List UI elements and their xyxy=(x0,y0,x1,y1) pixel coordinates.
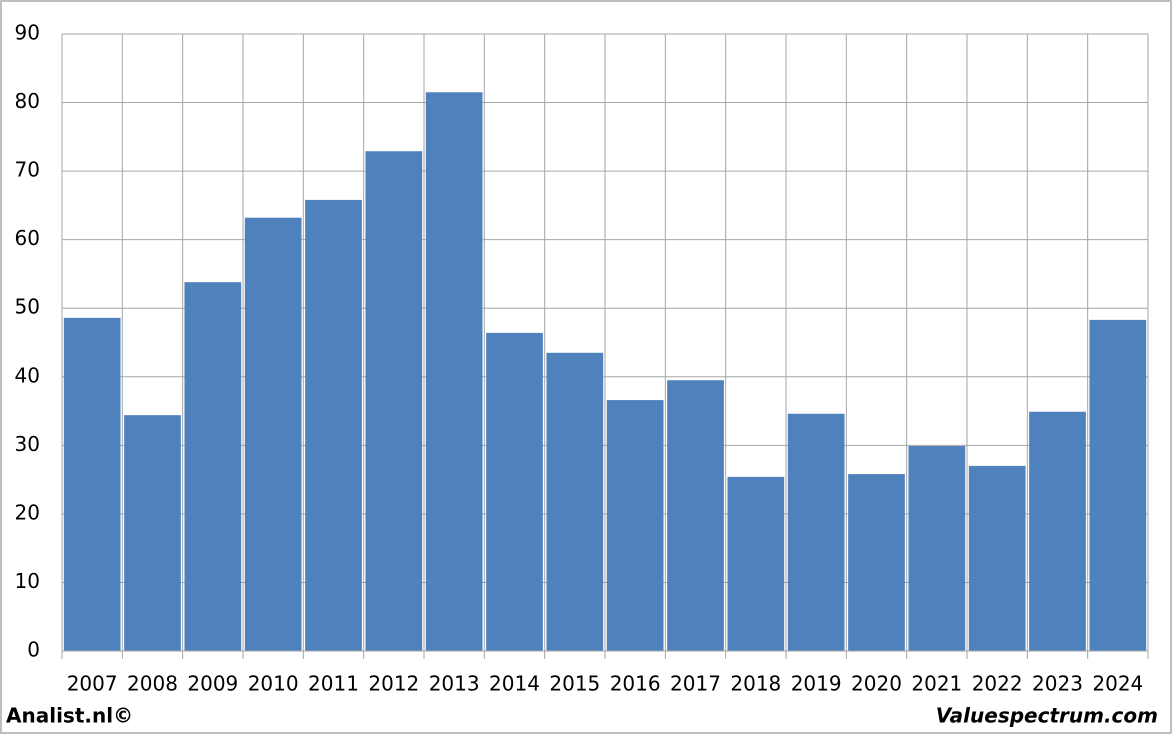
y-tick-label: 0 xyxy=(27,638,40,662)
x-tick-label: 2017 xyxy=(670,672,721,696)
y-tick-label: 20 xyxy=(15,500,40,524)
x-tick-label: 2023 xyxy=(1032,672,1083,696)
bar xyxy=(968,465,1026,651)
y-tick-label: 50 xyxy=(15,295,40,319)
bar xyxy=(1089,319,1147,651)
bar xyxy=(546,352,604,651)
bar xyxy=(425,92,483,652)
y-tick-label: 60 xyxy=(15,226,40,250)
y-tick-label: 10 xyxy=(15,569,40,593)
y-tick-label: 40 xyxy=(15,363,40,387)
x-tick-label: 2019 xyxy=(791,672,842,696)
source-right: Valuespectrum.com xyxy=(936,704,1158,728)
x-tick-label: 2012 xyxy=(368,672,419,696)
y-tick-label: 70 xyxy=(15,158,40,182)
bar xyxy=(124,415,181,651)
bar xyxy=(848,474,905,651)
x-tick-label: 2010 xyxy=(248,672,299,696)
x-tick-label: 2011 xyxy=(308,672,359,696)
y-tick-label: 90 xyxy=(15,21,40,45)
x-tick-label: 2014 xyxy=(489,672,540,696)
bar xyxy=(667,380,724,651)
bar xyxy=(727,476,785,651)
x-tick-label: 2009 xyxy=(187,672,238,696)
y-tick-label: 30 xyxy=(15,432,40,456)
bar xyxy=(365,151,423,652)
bar xyxy=(908,446,966,651)
source-left: Analist.nl© xyxy=(6,704,133,728)
y-tick-label: 80 xyxy=(15,89,40,113)
x-tick-label: 2007 xyxy=(67,672,118,696)
x-tick-label: 2022 xyxy=(972,672,1023,696)
x-tick-label: 2013 xyxy=(429,672,480,696)
bar xyxy=(244,217,302,651)
bar xyxy=(787,413,845,651)
bar xyxy=(184,282,242,651)
x-tick-label: 2020 xyxy=(851,672,902,696)
x-tick-label: 2021 xyxy=(911,672,962,696)
bar xyxy=(606,400,664,651)
x-tick-label: 2016 xyxy=(610,672,661,696)
bar xyxy=(1029,411,1086,651)
x-tick-label: 2024 xyxy=(1092,672,1143,696)
bar xyxy=(63,317,121,651)
x-tick-label: 2018 xyxy=(730,672,781,696)
x-tick-label: 2015 xyxy=(549,672,600,696)
bar xyxy=(305,199,362,651)
bar xyxy=(486,332,543,651)
x-tick-label: 2008 xyxy=(127,672,178,696)
